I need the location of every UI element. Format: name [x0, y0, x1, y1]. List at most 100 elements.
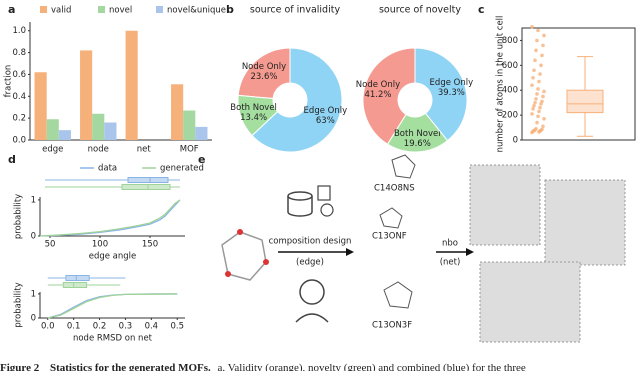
y-tick-label: 0	[513, 136, 518, 146]
legend-label: data	[98, 164, 117, 174]
mof-structure	[469, 164, 541, 246]
strip-point	[533, 58, 537, 63]
formula: C13ONF	[372, 232, 407, 242]
y-axis-label: probability	[14, 194, 24, 239]
step-label: composition design	[269, 237, 352, 247]
legend-swatch	[98, 6, 105, 13]
strip-point	[532, 68, 536, 73]
slice-value: 23.6%	[250, 72, 277, 82]
slice-label: Node Only	[242, 62, 286, 72]
cdf-line	[47, 293, 178, 319]
x-tick-label: 0.1	[67, 322, 81, 332]
bar	[34, 72, 47, 140]
y-tick-label: 0	[31, 232, 36, 242]
mof-structure	[544, 179, 626, 266]
slice-value: 41.2%	[364, 90, 391, 100]
bar	[125, 30, 138, 141]
y-tick-label: 0.2	[12, 114, 26, 124]
strip-point	[535, 38, 539, 43]
bar	[46, 119, 59, 140]
caption-text: a. Validity (orange), novelty (green) an…	[218, 362, 526, 371]
scientist-icon	[295, 313, 329, 323]
strip-point	[535, 92, 539, 96]
cdf-line	[39, 199, 181, 237]
doc-icon	[317, 185, 331, 201]
x-tick-label: MOF	[180, 145, 199, 155]
x-tick-label: 0.3	[119, 322, 133, 332]
formula: C13ON3F	[372, 321, 412, 331]
bar	[171, 84, 184, 140]
legend-label: generated	[160, 164, 204, 174]
strip-point	[534, 97, 538, 101]
caption: Figure 2 Statistics for the generated MO…	[0, 362, 526, 371]
strip-point	[541, 124, 545, 129]
y-tick-label: 0.4	[12, 92, 26, 102]
strip-point	[540, 53, 544, 58]
panel-letter: b	[226, 3, 234, 16]
molecule	[383, 281, 413, 309]
box	[121, 184, 171, 190]
strip-point	[531, 107, 535, 111]
pie-slice	[414, 47, 468, 142]
slice-label: Node Only	[356, 80, 400, 90]
x-axis-label: node RMSD on net	[73, 334, 153, 344]
panel-letter: a	[8, 3, 15, 16]
strip-point	[537, 109, 541, 114]
pie-title: source of invalidity	[250, 5, 341, 16]
y-tick-label: 600	[502, 61, 518, 71]
x-tick-label: 0.5	[170, 322, 184, 332]
strip-point	[536, 114, 540, 119]
x-tick-label: node	[88, 145, 109, 155]
x-tick-label: 0.0	[41, 322, 55, 332]
box	[566, 89, 604, 114]
caption-label: Figure 2	[0, 362, 40, 371]
arrow-head	[466, 248, 474, 256]
strip-point	[533, 100, 537, 105]
strip-point	[532, 103, 536, 108]
box	[62, 282, 88, 288]
x-tick-label: 50	[45, 240, 56, 250]
slice-label: Both Novel	[394, 129, 441, 139]
bar	[104, 122, 117, 140]
x-tick-label: 150	[142, 240, 158, 250]
strip-point	[539, 63, 543, 68]
mof-structure	[479, 261, 581, 343]
strip-point	[530, 83, 534, 88]
strip-point	[538, 72, 542, 76]
caption-title: Statistics for the generated MOFs.	[50, 362, 211, 371]
slice-label: Edge Only	[304, 106, 348, 116]
diagram-art	[221, 154, 626, 343]
legend-swatch	[156, 6, 163, 13]
y-tick-label: 1.0	[12, 26, 26, 36]
legend-label: novel	[109, 6, 132, 16]
pie-title: source of novelty	[379, 5, 461, 16]
bar	[195, 126, 208, 140]
bar	[58, 130, 71, 140]
database-icon	[287, 191, 313, 201]
strip-point	[537, 79, 541, 84]
atom	[263, 259, 269, 265]
x-tick-label: 100	[92, 240, 108, 250]
y-tick-label: 200	[502, 111, 518, 121]
formula: C14O8NS	[374, 184, 415, 194]
bar	[183, 110, 196, 140]
strip-point	[535, 120, 539, 125]
slice-value: 19.6%	[404, 139, 431, 149]
y-tick-label: 0	[31, 314, 36, 324]
pie-slice	[251, 47, 343, 153]
x-tick-label: edge	[42, 145, 63, 155]
strip-point	[542, 33, 546, 38]
slice-value: 13.4%	[240, 113, 267, 123]
cdf-line	[47, 293, 178, 319]
bar	[80, 50, 93, 140]
box	[65, 275, 90, 281]
y-tick-label: 0.6	[12, 70, 26, 80]
plot-frame	[521, 27, 636, 141]
strip-point	[530, 112, 534, 116]
chart-icon	[320, 203, 334, 217]
y-tick-label: 400	[502, 86, 518, 96]
y-tick-label: 1	[31, 289, 36, 299]
strip-point	[531, 75, 535, 80]
